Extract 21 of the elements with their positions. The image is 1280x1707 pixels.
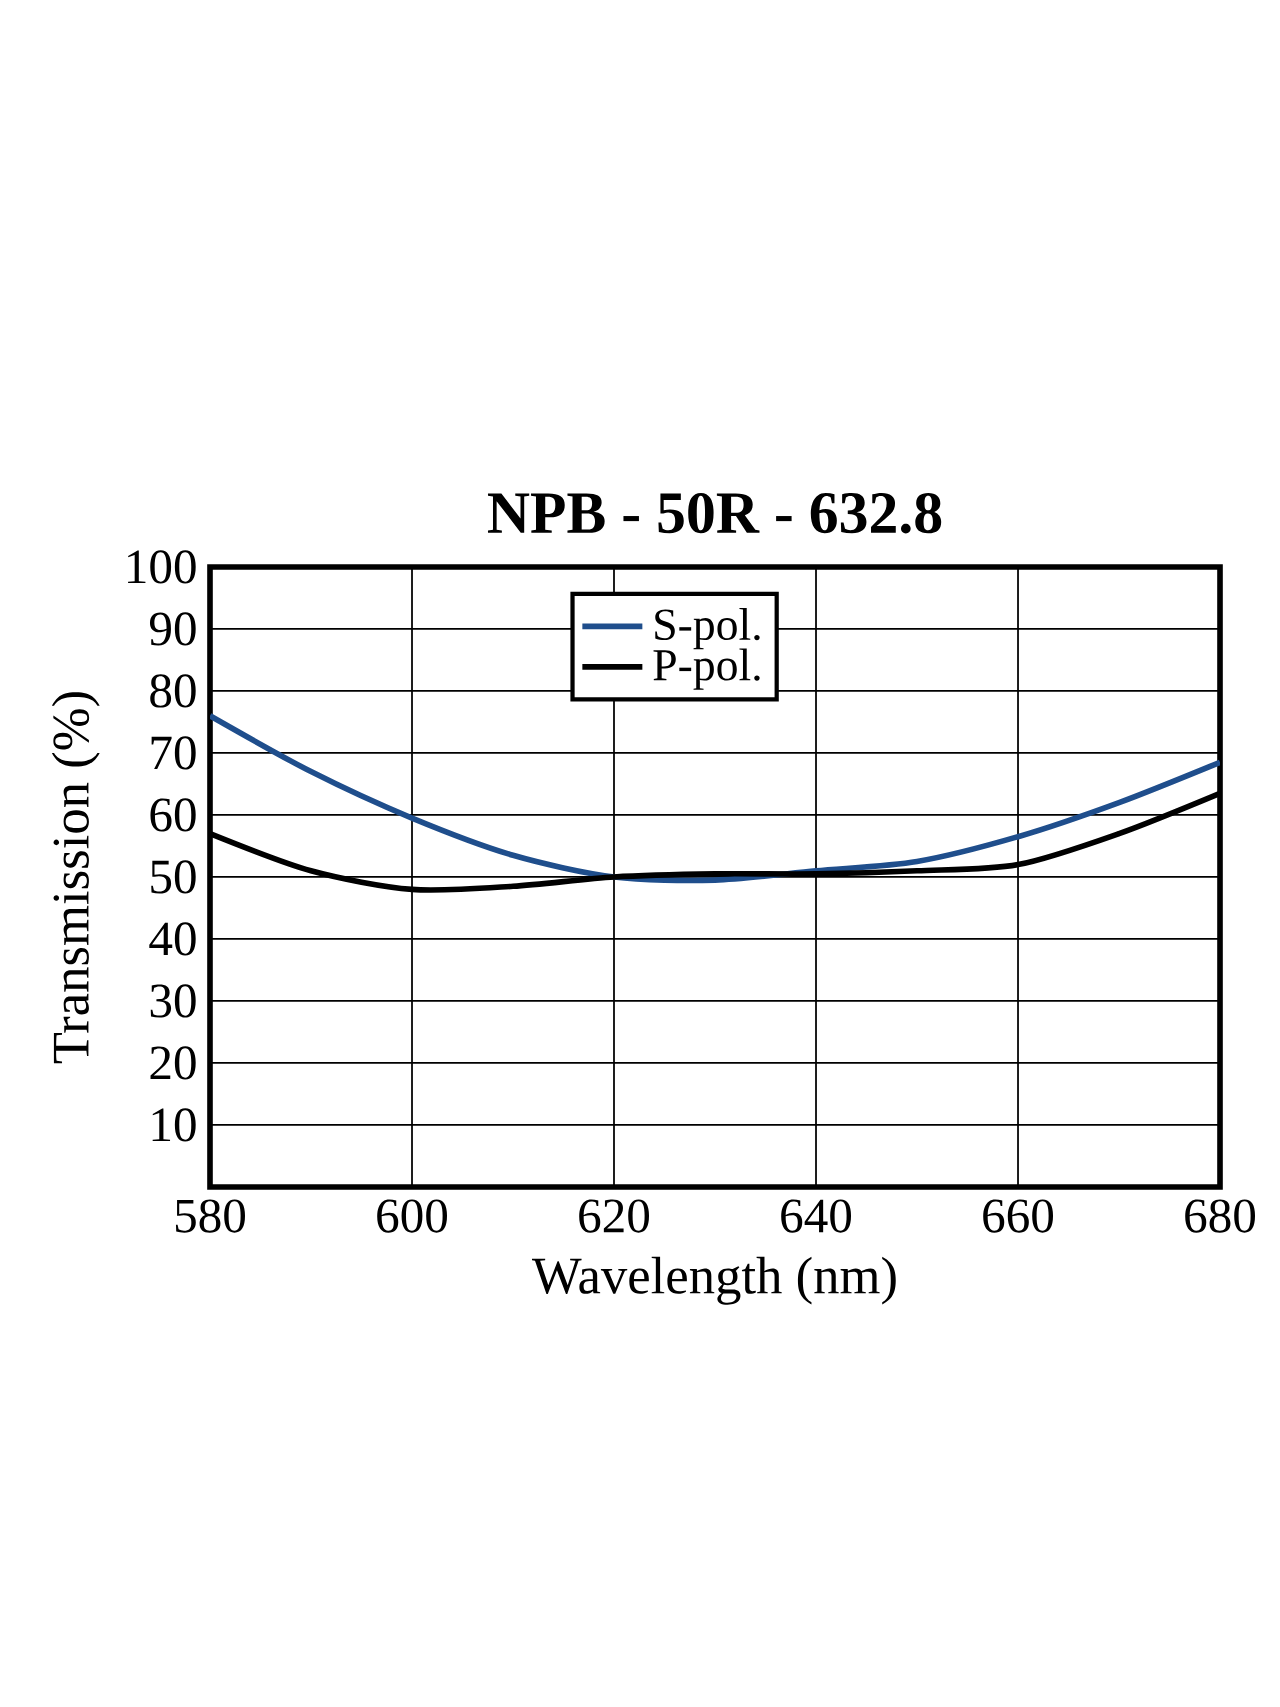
y-tick-label: 50 [151, 860, 196, 894]
y-tick-label: 30 [150, 984, 196, 1018]
x-tick-label: 620 [579, 1199, 650, 1233]
x-axis-title: Wavelength (nm) [531, 1256, 896, 1305]
y-tick-label: 100 [128, 550, 196, 584]
x-tick-label: 640 [781, 1199, 852, 1233]
y-tick-label: 10 [152, 1108, 196, 1142]
y-tick-label: 90 [149, 612, 196, 646]
x-tick-label: 580 [175, 1199, 246, 1233]
legend-label: S-pol. [655, 607, 760, 650]
x-tick-label: 660 [983, 1199, 1054, 1233]
y-tick-label: 80 [150, 674, 196, 708]
legend-label: P-pol. [653, 648, 760, 690]
y-axis-title: Transmission (%) [51, 692, 100, 1064]
chart-title: NPB - 50R - 632.8 [487, 492, 942, 534]
x-tick-label: 680 [1185, 1199, 1256, 1233]
y-tick-label: 20 [150, 1046, 196, 1080]
x-tick-label: 600 [377, 1199, 448, 1233]
y-tick-label: 70 [151, 736, 196, 770]
y-tick-label: 60 [150, 798, 196, 832]
y-tick-label: 40 [149, 922, 196, 956]
